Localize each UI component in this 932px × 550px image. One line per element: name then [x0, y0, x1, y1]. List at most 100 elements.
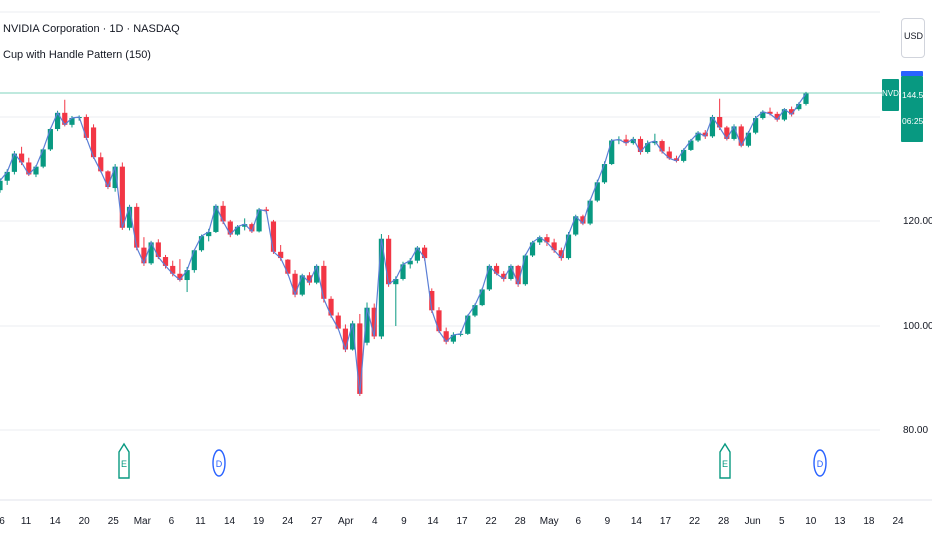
candle-body — [796, 103, 802, 110]
x-tick-label: 6 — [169, 516, 175, 527]
candle-body — [709, 117, 716, 137]
dividend-marker[interactable]: D — [813, 449, 827, 477]
earnings-marker-shape — [719, 442, 731, 479]
candles-group — [0, 91, 809, 397]
x-tick-label: 9 — [605, 516, 611, 527]
candle-body — [342, 328, 349, 350]
y-tick-80: 80.00 — [903, 425, 928, 436]
candle-body — [594, 182, 600, 201]
earnings-marker[interactable]: E — [118, 442, 130, 479]
candle-body — [781, 109, 788, 120]
candle-body — [90, 127, 97, 158]
candle-body — [659, 141, 665, 152]
price-badge-accent — [901, 71, 923, 76]
candle-body — [645, 143, 651, 153]
indicator-title[interactable]: Cup with Handle Pattern (150) — [3, 49, 151, 61]
candle-body — [738, 126, 744, 146]
candle-body — [630, 138, 636, 144]
x-tick-label: 14 — [427, 516, 439, 527]
currency-label: USD — [904, 31, 924, 41]
candle-body — [429, 290, 435, 311]
candle-body — [436, 310, 442, 332]
candle-body — [745, 132, 752, 146]
candle-body — [393, 278, 399, 285]
x-tick-label: 14 — [50, 516, 62, 527]
candle-body — [551, 242, 557, 251]
candle-body — [285, 259, 291, 274]
earnings-marker-shape — [118, 442, 130, 479]
x-tick-label: 13 — [834, 516, 846, 527]
candle-body — [486, 265, 492, 290]
event-marker-label: D — [216, 459, 223, 469]
dividend-marker-shape — [813, 449, 827, 477]
candle-body — [673, 158, 680, 161]
candle-body — [407, 260, 413, 265]
candle-body — [83, 117, 89, 138]
x-tick-label: 11 — [195, 516, 206, 527]
x-tick-label: 27 — [311, 516, 323, 527]
y-tick-100: 100.00 — [903, 321, 932, 332]
candle-body — [170, 265, 176, 274]
cup-with-handle-line — [0, 93, 807, 394]
candle-body — [522, 255, 528, 285]
candle-body — [126, 206, 133, 228]
x-tick-label: Apr — [338, 516, 354, 527]
candle-body — [803, 93, 809, 104]
candle-body — [580, 216, 586, 224]
candle-body — [299, 275, 305, 295]
candle-body — [637, 138, 644, 153]
candle-body — [378, 238, 385, 337]
candle-body — [587, 200, 593, 224]
candle-body — [537, 237, 543, 243]
candle-body — [105, 171, 111, 188]
candle-body — [18, 153, 25, 163]
candle-body — [206, 231, 212, 237]
candle-body — [134, 206, 140, 248]
candle-body — [515, 265, 521, 285]
x-tick-label: 5 — [779, 516, 785, 527]
candle-body — [54, 112, 61, 130]
candle-body — [479, 289, 485, 306]
candle-body — [148, 242, 154, 264]
x-tick-label: 17 — [456, 516, 468, 527]
x-tick-label: 14 — [631, 516, 643, 527]
candle-body — [508, 265, 514, 279]
dividend-marker-shape — [212, 449, 226, 477]
earnings-marker[interactable]: E — [719, 442, 731, 479]
x-tick-label: 17 — [660, 516, 672, 527]
candle-body — [69, 118, 75, 125]
currency-button[interactable]: USD — [901, 18, 925, 58]
candle-body — [371, 307, 377, 337]
candle-body — [40, 149, 46, 167]
x-tick-label: 10 — [805, 516, 817, 527]
candle-body — [191, 250, 197, 271]
candle-body — [335, 315, 341, 329]
candle-body — [681, 149, 687, 161]
candle-body — [4, 171, 10, 181]
candle-body — [198, 236, 205, 251]
x-tick-label: 22 — [486, 516, 498, 527]
x-tick-label: 28 — [515, 516, 527, 527]
candle-body — [328, 298, 334, 316]
dividend-marker[interactable]: D — [212, 449, 226, 477]
candle-body — [364, 307, 370, 343]
candle-body — [0, 180, 3, 191]
x-tick-label: 18 — [863, 516, 875, 527]
candle-body — [47, 129, 53, 150]
x-tick-label: 14 — [224, 516, 236, 527]
x-tick-label: 19 — [253, 516, 265, 527]
x-tick-label: 22 — [689, 516, 701, 527]
candle-body — [702, 132, 708, 137]
bar-countdown: 06:25:48 — [902, 116, 932, 126]
x-tick-label: 20 — [79, 516, 91, 527]
candle-body — [400, 264, 406, 279]
x-tick-label: Mar — [134, 516, 152, 527]
symbol-price-label: NVDA — [882, 79, 904, 111]
candle-body — [767, 111, 773, 114]
candle-body — [278, 251, 284, 259]
candle-body — [760, 111, 766, 119]
candle-body — [414, 247, 420, 261]
candle-body — [213, 205, 219, 232]
candle-body — [558, 250, 564, 259]
